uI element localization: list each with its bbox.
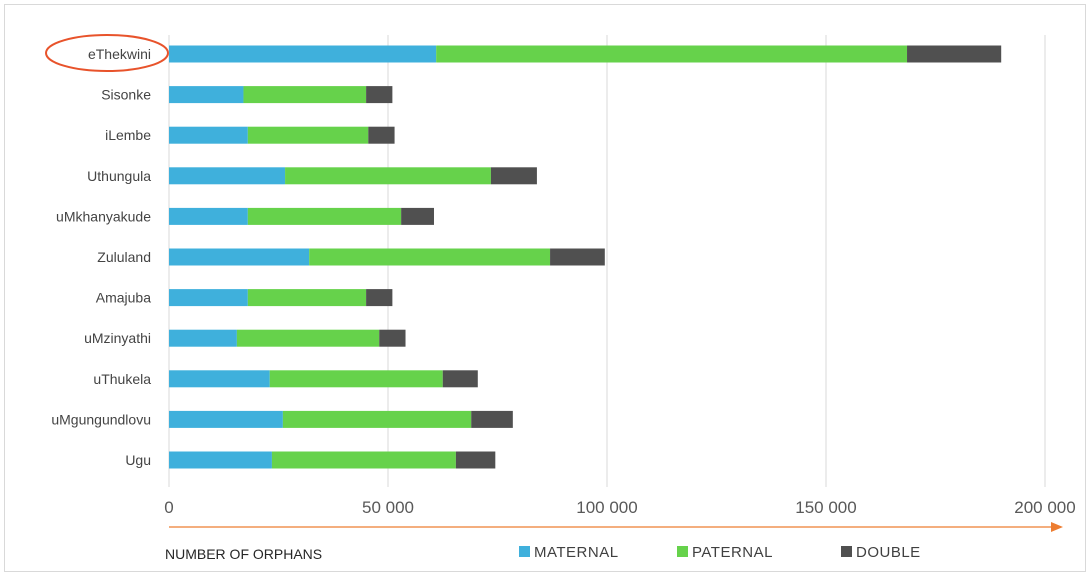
x-tick-label: 150 000 <box>795 498 856 517</box>
legend: MATERNAL PATERNAL DOUBLE <box>519 544 921 561</box>
bar-double-ethekwini <box>907 45 1002 63</box>
x-axis-title: NUMBER OF ORPHANS <box>165 546 322 562</box>
bar-paternal-uthungula <box>285 167 491 185</box>
bar-paternal-uthukela <box>269 370 443 388</box>
legend-swatch-double <box>841 546 852 557</box>
chart-frame: eThekwini Sisonke iLembe Uthungula uMkhanyak… <box>4 4 1086 572</box>
bar-maternal-umzinyathi <box>169 329 237 347</box>
bar-double-zululand <box>550 248 605 266</box>
bar-paternal-ilembe <box>247 126 369 144</box>
bars <box>169 45 1002 469</box>
bar-double-uthungula <box>490 167 537 185</box>
legend-swatch-paternal <box>677 546 688 557</box>
bar-paternal-amajuba <box>247 289 367 307</box>
bar-double-amajuba <box>366 289 393 307</box>
legend-swatch-maternal <box>519 546 530 557</box>
x-tick-label: 100 000 <box>576 498 637 517</box>
bar-maternal-ilembe <box>169 126 248 144</box>
x-axis: NUMBER OF ORPHANS <box>165 522 1063 562</box>
category-label: Amajuba <box>96 290 151 306</box>
bar-paternal-umkhanyakude <box>247 207 402 225</box>
category-label: eThekwini <box>88 46 151 62</box>
bar-maternal-umkhanyakude <box>169 207 248 225</box>
bar-double-umkhanyakude <box>401 207 434 225</box>
bar-maternal-uthungula <box>169 167 286 185</box>
bar-maternal-zululand <box>169 248 310 266</box>
category-label: Ugu <box>125 452 151 468</box>
category-label: Uthungula <box>87 168 151 184</box>
bar-double-umzinyathi <box>379 329 406 347</box>
category-label: Sisonke <box>101 87 151 103</box>
category-label: uMkhanyakude <box>56 208 151 224</box>
category-label: Zululand <box>97 249 151 265</box>
bar-paternal-umzinyathi <box>236 329 380 347</box>
bar-maternal-umgungundlovu <box>169 410 283 428</box>
highlight-ellipse <box>45 34 169 72</box>
category-label: uMgungundlovu <box>51 411 151 427</box>
bar-paternal-ethekwini <box>436 45 908 63</box>
x-axis-arrowhead <box>1051 522 1063 532</box>
legend-label-double: DOUBLE <box>856 544 921 561</box>
bar-double-sisonke <box>366 86 393 104</box>
x-tick-label: 200 000 <box>1014 498 1075 517</box>
orphans-bar-chart: eThekwini Sisonke iLembe Uthungula uMkhanyak… <box>45 34 1076 562</box>
bar-paternal-umgungundlovu <box>282 410 472 428</box>
bar-double-ugu <box>455 451 496 469</box>
category-label: uMzinyathi <box>84 330 151 346</box>
x-tick-label: 50 000 <box>362 498 414 517</box>
bar-paternal-sisonke <box>243 86 367 104</box>
x-tick-label: 0 <box>164 498 173 517</box>
bar-maternal-sisonke <box>169 86 244 104</box>
x-tick-labels: 0 50 000 100 000 150 000 200 000 <box>164 498 1075 517</box>
bar-maternal-ugu <box>169 451 272 469</box>
bar-paternal-ugu <box>271 451 456 469</box>
bar-maternal-amajuba <box>169 289 248 307</box>
category-label: uThukela <box>93 371 151 387</box>
category-label: iLembe <box>105 127 151 143</box>
bar-double-umgungundlovu <box>471 410 513 428</box>
bar-double-ilembe <box>368 126 395 144</box>
bar-maternal-uthukela <box>169 370 270 388</box>
bar-paternal-zululand <box>309 248 551 266</box>
bar-double-uthukela <box>442 370 478 388</box>
category-labels: eThekwini Sisonke iLembe Uthungula uMkhanyak… <box>51 46 151 468</box>
highlight <box>45 34 169 72</box>
bar-maternal-ethekwini <box>169 45 437 63</box>
legend-label-maternal: MATERNAL <box>534 544 619 561</box>
legend-label-paternal: PATERNAL <box>692 544 773 561</box>
